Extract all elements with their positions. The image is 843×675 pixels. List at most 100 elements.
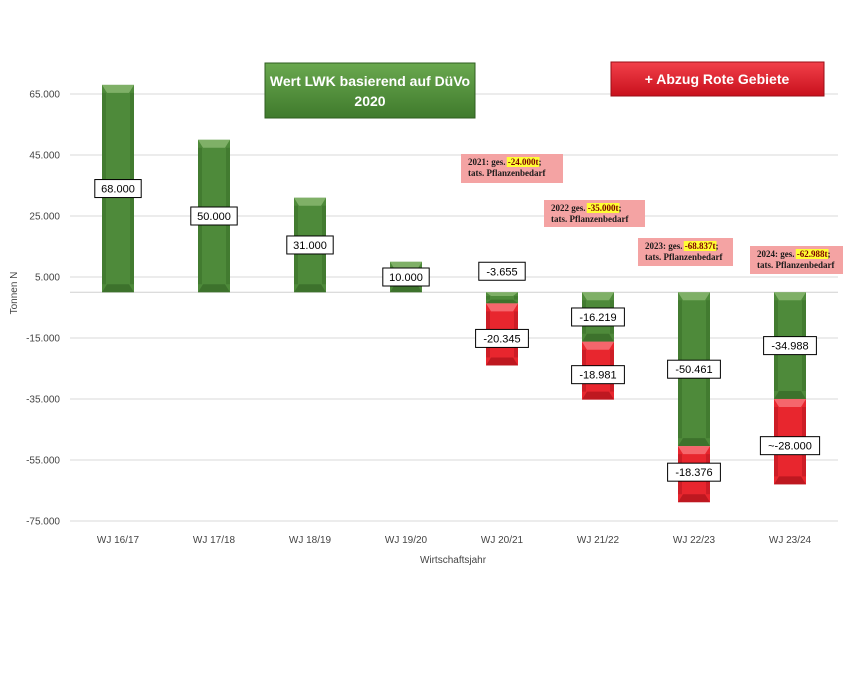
label-green: 31.000 <box>286 235 334 255</box>
label-green-box <box>382 267 430 287</box>
annotation-notes: 2021: ges. -24.000t;tats. Pflanzenbedarf… <box>461 154 843 274</box>
annotation-value: -24.000t <box>508 157 539 167</box>
bar-green-bevel-bottom <box>678 438 710 447</box>
bar-green-bevel-bottom <box>102 284 134 293</box>
annotation-value: -68.837t <box>685 241 716 251</box>
label-red: -18.981 <box>571 365 625 385</box>
label-green-text: 68.000 <box>101 184 135 196</box>
legend-green-line2: 2020 <box>354 93 385 109</box>
bar-green-bevel-top <box>102 84 134 93</box>
bar-green-bevel-top <box>774 292 806 301</box>
bar-green-bevel-top <box>486 292 518 296</box>
label-green-box <box>763 336 817 356</box>
annotation-highlight <box>506 157 540 167</box>
x-axis-ticks: WJ 16/17 WJ 17/18 WJ 18/19 WJ 19/20 WJ 20/21… <box>97 535 812 546</box>
annotation-suffix: ; <box>828 249 831 259</box>
x-tick-label: WJ 18/19 <box>289 535 332 546</box>
label-green: -34.988 <box>763 336 817 356</box>
label-green-box <box>571 307 625 327</box>
legend-green-banner: Wert LWK basierend auf DüVo 2020 <box>264 62 476 119</box>
annotation-line1: 2022 ges. -35.000t; <box>551 203 622 213</box>
annotation-prefix: 2022 ges. <box>551 203 588 213</box>
x-tick-label: WJ 23/24 <box>769 535 812 546</box>
bar-green-bevel-top <box>198 139 230 148</box>
bar-red-bevel-bottom <box>774 476 806 485</box>
annotation-line2: tats. Pflanzenbedarf <box>645 252 723 262</box>
bar-green-bevel-bottom <box>198 284 230 293</box>
legend-green-line1: Wert LWK basierend auf DüVo <box>270 73 470 89</box>
label-red-box <box>759 436 821 456</box>
label-red-box <box>571 365 625 385</box>
label-green-box <box>190 206 238 226</box>
bar-red-bevel-bottom <box>486 357 518 366</box>
label-green-box <box>286 235 334 255</box>
x-tick-label: WJ 22/23 <box>673 535 716 546</box>
annotation-highlight <box>795 249 829 259</box>
bar-red-bevel-top <box>486 303 518 312</box>
label-green-box <box>94 179 142 199</box>
annotation-prefix: 2021: ges. <box>468 157 508 167</box>
label-green-text: 10.000 <box>389 272 423 284</box>
label-green-text: -50.461 <box>675 364 712 376</box>
annotation-value: -35.000t <box>588 203 619 213</box>
annotation-line2: tats. Pflanzenbedarf <box>551 214 629 224</box>
label-red-text: -20.345 <box>483 333 520 345</box>
bar-red-bevel-bottom <box>678 494 710 503</box>
legend-red-banner: + Abzug Rote Gebiete <box>610 61 825 97</box>
annotation-suffix: ; <box>539 157 542 167</box>
annotation-highlight <box>683 241 717 251</box>
x-tick-label: WJ 20/21 <box>481 535 524 546</box>
label-green-text: -3.655 <box>486 266 517 278</box>
bar-green-bevel-bottom <box>582 333 614 342</box>
label-green: -3.655 <box>478 261 526 281</box>
label-red: -18.376 <box>667 462 721 482</box>
y-tick-label: 45.000 <box>29 151 60 162</box>
y-axis-title: Tonnen N <box>9 272 20 315</box>
legend-red-text: + Abzug Rote Gebiete <box>645 71 790 87</box>
annotation-note: 2021: ges. -24.000t;tats. Pflanzenbedarf <box>461 154 563 183</box>
bar-green-bevel-left <box>486 295 490 300</box>
label-green-box <box>478 261 526 281</box>
annotation-line1: 2021: ges. -24.000t; <box>468 157 542 167</box>
label-green: -50.461 <box>667 359 721 379</box>
label-green-text: -16.219 <box>579 312 616 324</box>
label-red: ~-28.000 <box>759 436 821 456</box>
label-green-text: 31.000 <box>293 240 327 252</box>
y-tick-label: 5.000 <box>35 273 60 284</box>
label-red-text: -18.981 <box>579 370 616 382</box>
x-tick-label: WJ 16/17 <box>97 535 140 546</box>
annotation-line2: tats. Pflanzenbedarf <box>757 260 835 270</box>
annotation-value: -62.988t <box>797 249 828 259</box>
bar-green-bevel-top <box>678 292 710 301</box>
label-red-text: ~-28.000 <box>768 441 812 453</box>
y-tick-label: -15.000 <box>26 334 60 345</box>
label-green-text: -34.988 <box>771 341 808 353</box>
bar-green-bevel-right <box>514 295 518 300</box>
x-tick-label: WJ 19/20 <box>385 535 428 546</box>
label-green: -16.219 <box>571 307 625 327</box>
bar-red-bevel-bottom <box>582 391 614 400</box>
label-green: 68.000 <box>94 179 142 199</box>
annotation-prefix: 2024: ges. <box>757 249 797 259</box>
label-green-text: 50.000 <box>197 211 231 223</box>
bar-red-bevel-top <box>678 446 710 455</box>
label-green-box <box>667 359 721 379</box>
bar-green-bevel-bottom <box>774 390 806 399</box>
label-red-box <box>475 328 529 348</box>
x-tick-label: WJ 21/22 <box>577 535 620 546</box>
label-red-text: -18.376 <box>675 467 712 479</box>
label-red: -20.345 <box>475 328 529 348</box>
annotation-highlight <box>586 203 620 213</box>
annotation-suffix: ; <box>716 241 719 251</box>
annotation-note: 2024: ges. -62.988t;tats. Pflanzenbedarf <box>750 246 843 274</box>
data-labels: 68.000 50.000 31.000 10.000 -3.655 -20.345 -16… <box>94 179 821 482</box>
bar-green <box>486 292 518 304</box>
annotation-line1: 2024: ges. -62.988t; <box>757 249 831 259</box>
y-tick-label: 65.000 <box>29 90 60 101</box>
bar-green-bevel-bottom <box>486 299 518 304</box>
label-green: 50.000 <box>190 206 238 226</box>
bar-red-bevel-top <box>774 398 806 407</box>
annotation-note: 2022 ges. -35.000t;tats. Pflanzenbedarf <box>544 200 645 227</box>
y-tick-label: 25.000 <box>29 212 60 223</box>
